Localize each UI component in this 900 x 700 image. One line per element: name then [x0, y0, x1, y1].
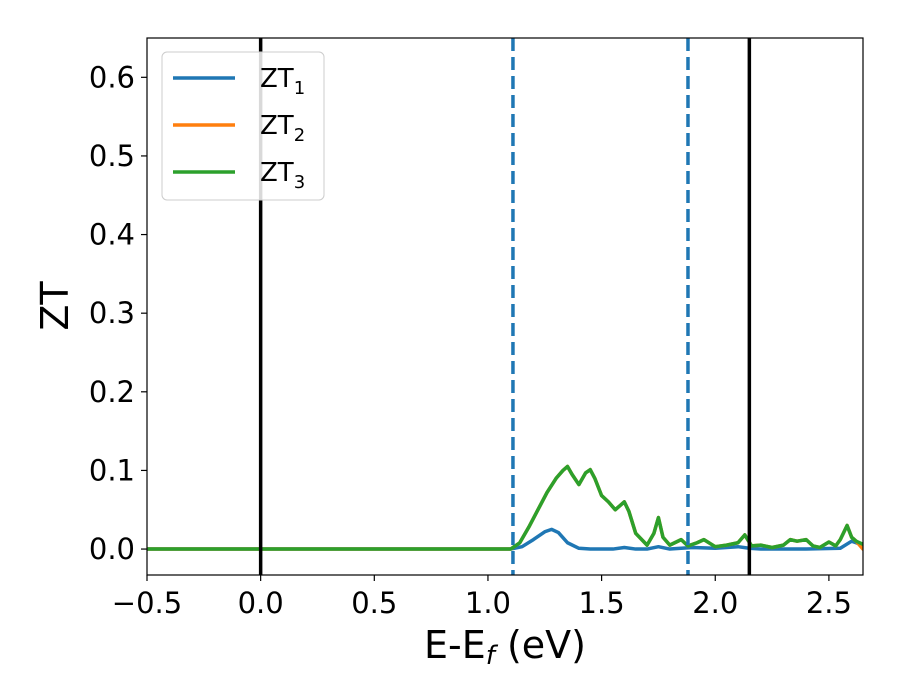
y-tick-label: 0.6	[89, 60, 135, 94]
legend-label-2: ZT2	[260, 111, 305, 146]
y-tick-label: 0.4	[89, 218, 135, 252]
x-tick-label: 1.5	[579, 586, 625, 620]
series-line-3	[147, 464, 863, 551]
vline-layer	[258, 38, 752, 575]
legend-label-3: ZT3	[260, 158, 305, 193]
plot-frame	[146, 37, 864, 576]
x-tick-label: 0.0	[238, 586, 284, 620]
legend-label-1: ZT1	[260, 64, 305, 99]
x-tick-label: 2.0	[692, 586, 738, 620]
x-tick-label: 1.0	[465, 586, 511, 620]
y-tick-label: 0.0	[89, 532, 135, 566]
x-tick-label: 2.5	[806, 586, 852, 620]
y-tick-label: 0.2	[89, 375, 135, 409]
y-tick-label: 0.1	[89, 453, 135, 487]
series-layer	[147, 464, 863, 551]
series-line-1	[147, 527, 863, 551]
x-tick-label: 0.5	[351, 586, 397, 620]
x-axis-ticks: −0.5 0.0 0.5 1.0 1.5 2.0 2.5	[112, 575, 852, 620]
series-line-2	[147, 464, 863, 551]
x-tick-label: −0.5	[112, 586, 182, 620]
y-tick-label: 0.5	[89, 139, 135, 173]
legend-box	[161, 51, 325, 201]
y-tick-label: 0.3	[89, 296, 135, 330]
y-axis-label: ZT	[33, 281, 77, 331]
legend: ZT1 ZT2 ZT3	[161, 51, 325, 201]
legend-entries: ZT1 ZT2 ZT3	[173, 64, 305, 193]
y-axis-ticks: 0.0 0.1 0.2 0.3 0.4 0.5 0.6	[89, 60, 147, 566]
x-axis-label: E-Ef (eV)	[424, 623, 586, 671]
